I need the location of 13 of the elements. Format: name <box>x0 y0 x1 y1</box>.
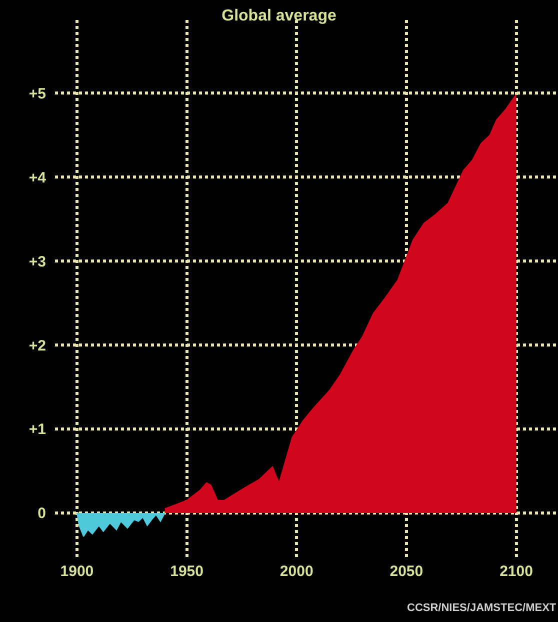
text: CCSR/NIES/JAMSTEC/MEXT <box>407 602 556 614</box>
y-tick-label: +4 <box>28 169 47 186</box>
x-tick-label: 2000 <box>280 563 314 580</box>
y-tick-label: +2 <box>28 337 46 354</box>
x-tick-label: 1950 <box>170 563 204 580</box>
x-tick-label: 2050 <box>390 563 424 580</box>
chart-title: Global average <box>222 8 336 25</box>
y-tick-label: +3 <box>28 253 46 270</box>
x-tick-label: 2100 <box>500 563 533 580</box>
y-tick-label: 0 <box>38 505 46 522</box>
y-tick-label: +1 <box>28 421 46 438</box>
y-tick-label: +5 <box>28 85 46 102</box>
x-tick-label: 1900 <box>60 563 94 580</box>
